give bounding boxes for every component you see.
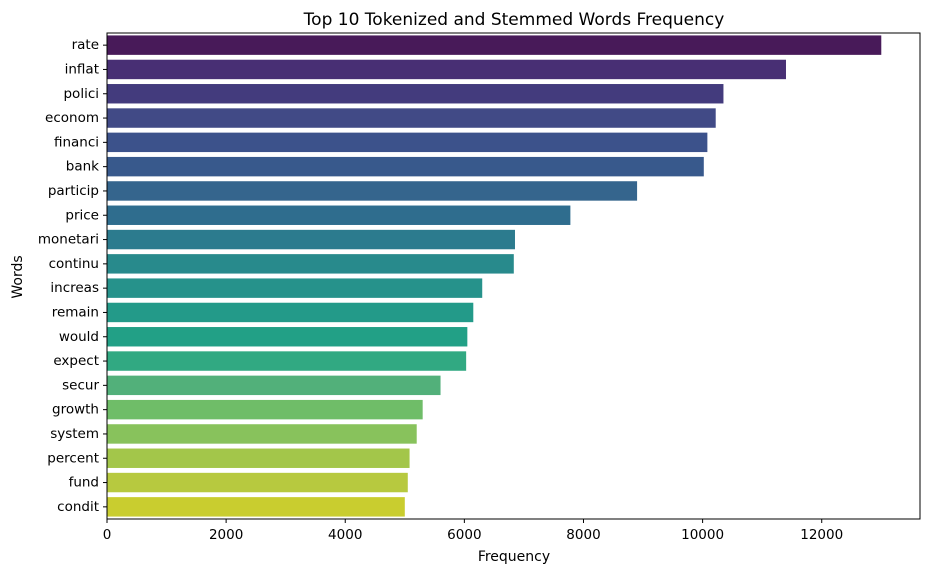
y-tick-label: expect [53, 353, 99, 369]
y-tick-label: remain [52, 304, 99, 320]
bar-continu [107, 254, 514, 274]
y-tick-label: financi [54, 134, 99, 150]
y-tick-label: system [50, 426, 99, 442]
bar-condit [107, 497, 405, 517]
y-tick-label: bank [66, 159, 99, 175]
y-tick-label: monetari [38, 232, 99, 248]
x-tick-label: 4000 [328, 527, 362, 543]
x-tick-label: 0 [103, 527, 112, 543]
y-tick-label: price [65, 207, 99, 223]
bar-particip [107, 181, 638, 201]
y-tick-label: inflat [65, 61, 99, 77]
bar-secur [107, 375, 441, 396]
y-tick-label: particip [48, 183, 99, 199]
y-tick-label: fund [69, 475, 99, 491]
bar-rate [107, 35, 882, 55]
y-tick-label: increas [50, 280, 99, 296]
x-tick-label: 6000 [447, 527, 481, 543]
bar-system [107, 424, 417, 444]
bar-bank [107, 156, 704, 177]
bar-growth [107, 399, 423, 420]
x-tick-label: 12000 [800, 527, 843, 543]
x-tick-label: 10000 [681, 527, 724, 543]
y-tick-label: continu [49, 256, 99, 272]
y-axis-label: Words [10, 255, 26, 298]
bar-financi [107, 132, 708, 153]
y-tick-label: econom [45, 110, 99, 126]
y-tick-label: rate [72, 37, 99, 53]
bar-would [107, 327, 468, 347]
y-tick-label: secur [62, 377, 99, 393]
chart-title: Top 10 Tokenized and Stemmed Words Frequ… [303, 10, 725, 30]
x-tick-label: 2000 [209, 527, 243, 543]
bar-remain [107, 302, 474, 323]
x-ticks: 0 2000 4000 6000 8000 10000 12000 [103, 519, 843, 543]
bar-polici [107, 84, 724, 104]
bar-fund [107, 472, 408, 493]
bar-percent [107, 448, 410, 468]
x-axis-label: Frequency [478, 549, 550, 565]
bar-expect [107, 351, 467, 371]
bar-monetari [107, 229, 515, 250]
y-tick-label: growth [52, 402, 99, 418]
x-tick-label: 8000 [566, 527, 600, 543]
bar-inflat [107, 59, 786, 80]
y-tick-label: percent [47, 450, 99, 466]
y-tick-label: would [59, 329, 99, 345]
bar-price [107, 205, 571, 225]
bars-group [107, 35, 882, 517]
y-tick-labels: rate inflat polici econom financi bank partici… [38, 37, 107, 515]
y-tick-label: condit [57, 499, 99, 515]
bar-econom [107, 108, 716, 128]
plot-frame [106, 32, 921, 520]
bar-increas [107, 278, 483, 298]
y-tick-label: polici [63, 86, 99, 102]
